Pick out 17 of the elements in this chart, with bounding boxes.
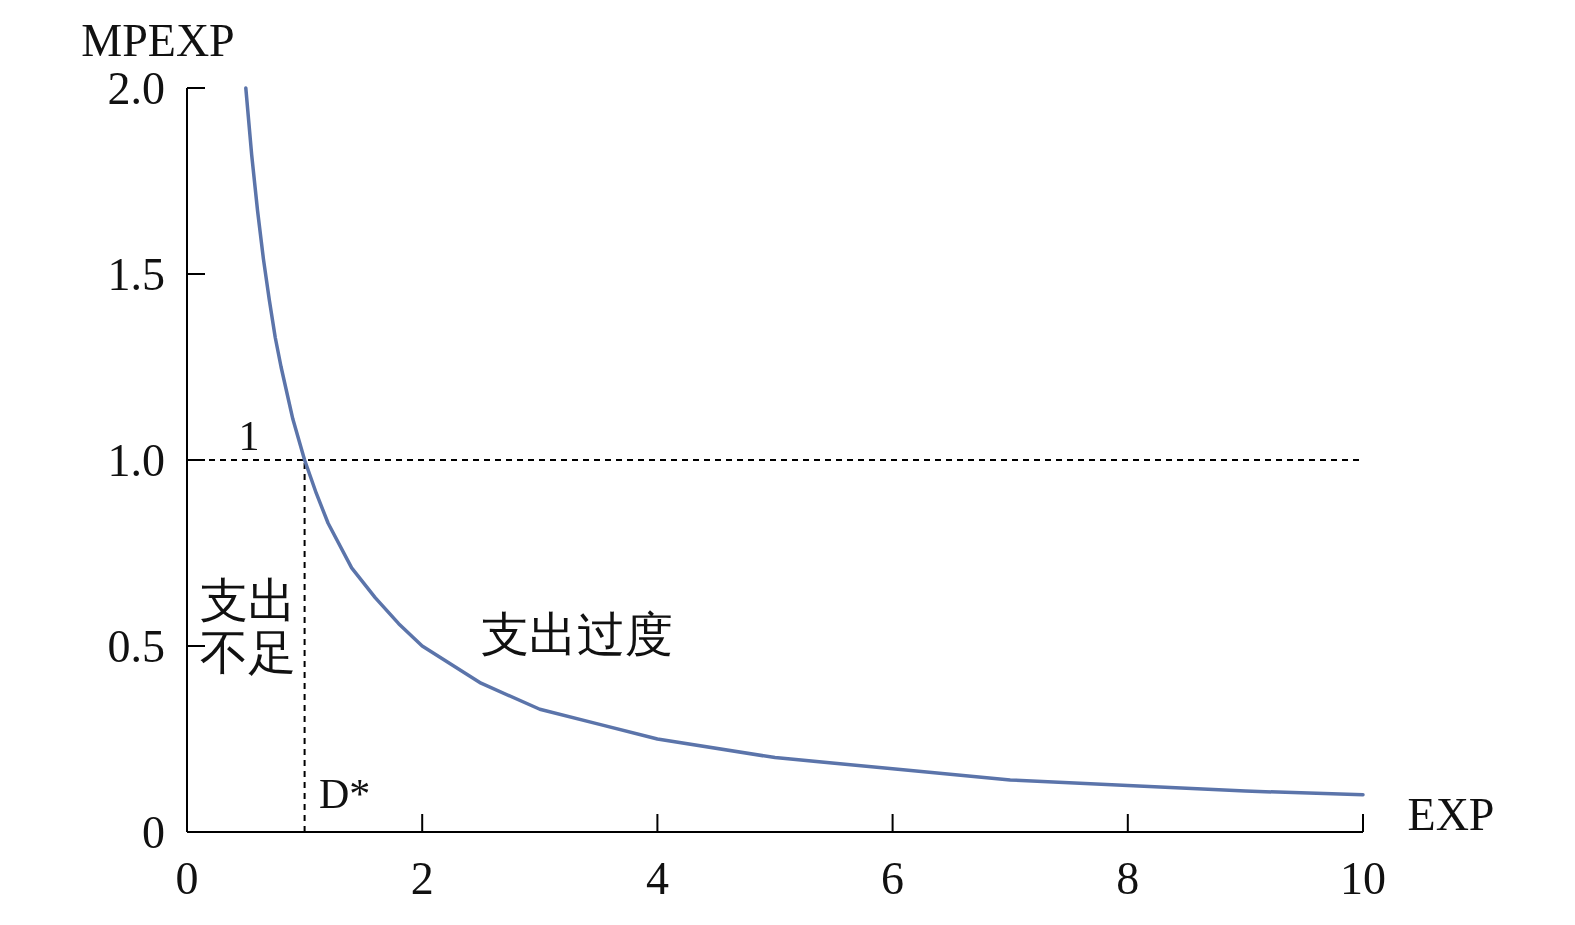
x-tick-label: 6	[881, 853, 905, 904]
annotation: 支出不足	[200, 573, 296, 680]
x-tick-label: 0	[175, 853, 199, 904]
x-tick-label: 8	[1116, 853, 1140, 904]
y-tick-label: 1.5	[107, 249, 165, 300]
x-axis-title: EXP	[1407, 789, 1495, 840]
ref-line-label: 1	[238, 413, 260, 459]
y-tick-label: 0	[142, 807, 165, 858]
y-axis-title: MPEXP	[81, 15, 235, 66]
y-tick-label: 1.0	[107, 435, 165, 486]
y-tick-label: 2.0	[107, 63, 165, 114]
x-tick-label: 4	[645, 853, 669, 904]
x-tick-label: 2	[410, 853, 434, 904]
ref-line-label: D*	[318, 771, 371, 817]
annotation: 支出过度	[481, 608, 673, 661]
x-tick-label: 10	[1340, 853, 1386, 904]
y-tick-label: 0.5	[107, 621, 165, 672]
